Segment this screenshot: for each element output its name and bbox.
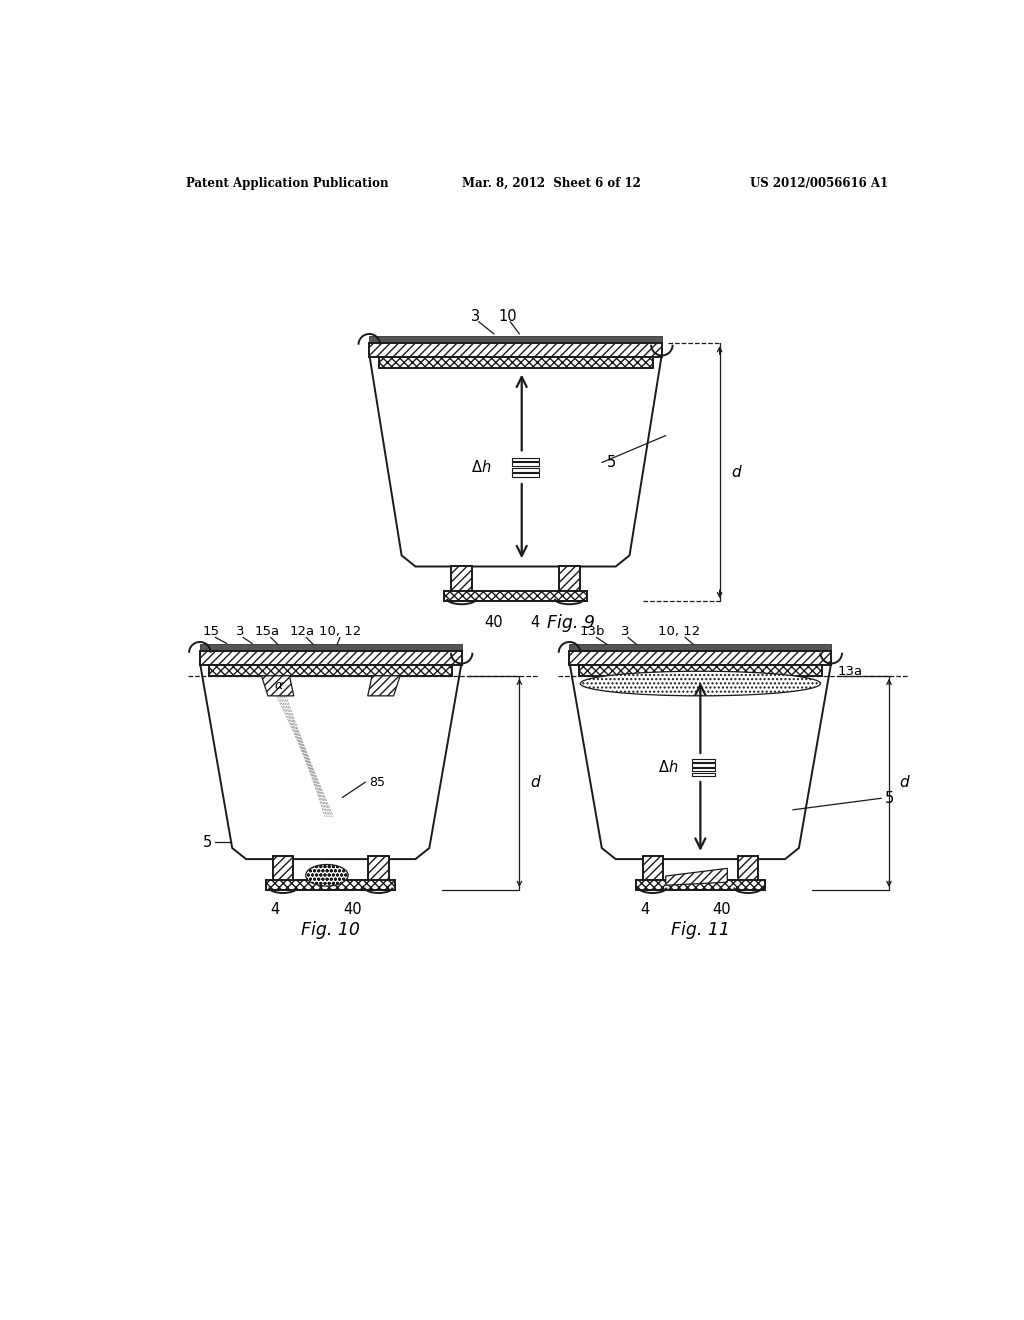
Text: 5: 5 bbox=[885, 791, 894, 805]
Text: 40: 40 bbox=[713, 902, 731, 916]
Bar bbox=[636, 880, 765, 890]
Bar bbox=[512, 473, 539, 477]
Text: 10: 10 bbox=[499, 309, 517, 323]
Text: d: d bbox=[530, 775, 540, 791]
Bar bbox=[370, 343, 662, 358]
Bar bbox=[512, 462, 539, 466]
Bar bbox=[512, 469, 539, 473]
Text: 3: 3 bbox=[621, 626, 629, 639]
Text: 40: 40 bbox=[484, 615, 504, 630]
Text: 15: 15 bbox=[203, 626, 220, 639]
Text: 3: 3 bbox=[471, 309, 480, 323]
Bar bbox=[200, 644, 462, 651]
Text: 4: 4 bbox=[530, 615, 540, 630]
Bar bbox=[579, 665, 822, 676]
Text: Patent Application Publication: Patent Application Publication bbox=[186, 177, 388, 190]
Text: 4: 4 bbox=[270, 902, 280, 916]
Bar bbox=[692, 772, 715, 776]
Bar bbox=[692, 759, 715, 762]
Text: Mar. 8, 2012  Sheet 6 of 12: Mar. 8, 2012 Sheet 6 of 12 bbox=[462, 177, 641, 190]
Bar bbox=[692, 768, 715, 771]
Polygon shape bbox=[368, 676, 400, 696]
Bar bbox=[512, 458, 539, 462]
Bar bbox=[559, 566, 581, 595]
Bar bbox=[209, 665, 453, 676]
Text: 4: 4 bbox=[640, 902, 649, 916]
Text: 40: 40 bbox=[343, 902, 361, 916]
Bar bbox=[569, 644, 831, 651]
Polygon shape bbox=[370, 343, 662, 566]
Bar bbox=[370, 337, 662, 343]
Bar bbox=[379, 358, 652, 368]
Text: 15a: 15a bbox=[255, 626, 281, 639]
Text: 3: 3 bbox=[236, 626, 244, 639]
Text: Fig. 11: Fig. 11 bbox=[671, 921, 730, 939]
Text: 10, 12: 10, 12 bbox=[657, 626, 700, 639]
Polygon shape bbox=[569, 651, 831, 859]
Text: $\alpha$: $\alpha$ bbox=[274, 678, 285, 692]
Bar bbox=[643, 857, 663, 884]
Text: d: d bbox=[900, 775, 909, 791]
Polygon shape bbox=[666, 869, 727, 886]
Bar bbox=[273, 857, 293, 884]
Text: $\Delta h$: $\Delta h$ bbox=[471, 459, 492, 475]
Bar bbox=[200, 651, 462, 665]
Text: Fig. 9: Fig. 9 bbox=[547, 614, 595, 632]
Bar bbox=[266, 880, 395, 890]
Ellipse shape bbox=[306, 865, 348, 886]
Bar bbox=[451, 566, 472, 595]
Bar bbox=[444, 591, 587, 601]
Text: 13a: 13a bbox=[838, 665, 862, 678]
Text: Fig. 10: Fig. 10 bbox=[301, 921, 360, 939]
Text: $\Delta h$: $\Delta h$ bbox=[657, 759, 678, 775]
Text: US 2012/0056616 A1: US 2012/0056616 A1 bbox=[751, 177, 889, 190]
Text: d: d bbox=[731, 465, 740, 479]
Text: 5: 5 bbox=[203, 834, 212, 850]
Bar bbox=[569, 651, 831, 665]
Ellipse shape bbox=[581, 671, 820, 696]
Bar bbox=[738, 857, 758, 884]
Bar bbox=[369, 857, 388, 884]
Bar bbox=[692, 763, 715, 767]
Polygon shape bbox=[261, 676, 294, 696]
Text: 10, 12: 10, 12 bbox=[318, 626, 361, 639]
Text: 13b: 13b bbox=[580, 626, 605, 639]
Text: 85: 85 bbox=[370, 776, 385, 788]
Text: 12a: 12a bbox=[290, 626, 314, 639]
Polygon shape bbox=[200, 651, 462, 859]
Text: 5: 5 bbox=[606, 455, 615, 470]
